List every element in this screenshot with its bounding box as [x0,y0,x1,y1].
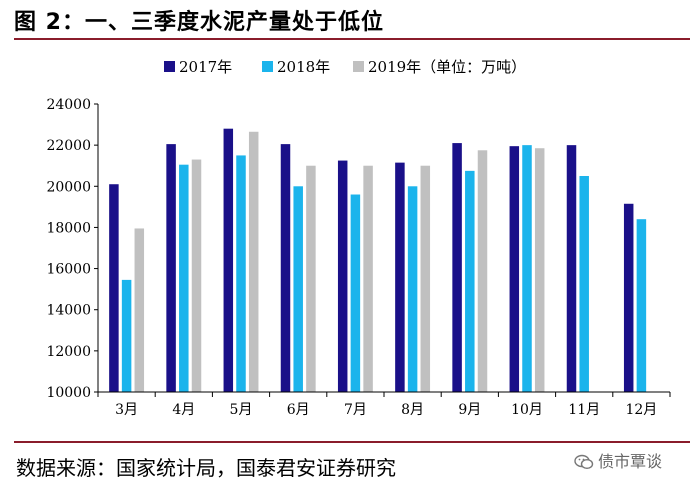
bar-2019年（单位：万吨）-6月 [306,165,316,392]
bar-2019年（单位：万吨）-5月 [248,131,259,392]
bar-2017年-8月 [395,162,405,392]
y-tick-label: 18000 [46,220,91,236]
bar-2017年-10月 [509,146,520,392]
legend-label-2: 2019年（单位：万吨） [368,58,526,76]
legend: 2017年 2018年 2019年（单位：万吨） [164,58,526,76]
legend-swatch-0 [164,61,175,72]
legend-label-0: 2017年 [179,58,232,76]
bar-chart: 2017年 2018年 2019年（单位：万吨） 10000 12000 14000 16… [46,58,671,418]
source-note: 数据来源：国家统计局，国泰君安证券研究 [16,456,396,480]
x-tick-label: 11月 [568,402,600,418]
bars [109,128,647,392]
bar-2017年-3月 [109,184,119,392]
y-tick-label: 20000 [46,179,91,195]
x-tick-label: 7月 [344,402,367,418]
bar-2017年-4月 [166,144,176,392]
bar-2019年（单位：万吨）-9月 [477,150,488,392]
bar-2019年（单位：万吨）-8月 [420,165,431,392]
legend-swatch-2 [353,61,364,72]
bar-2018年-12月 [636,219,647,392]
bar-2017年-5月 [223,128,234,392]
bar-2018年-3月 [121,279,132,392]
y-axis: 10000 12000 14000 16000 18000 20000 22000 24000 [46,97,99,401]
title-rule [14,38,690,40]
bar-2018年-5月 [236,155,246,392]
x-tick-label: 6月 [287,402,310,418]
wechat-icon [574,454,594,470]
watermark: 债市覃谈 [574,448,662,472]
bar-2018年-4月 [179,164,189,392]
x-tick-label: 8月 [401,402,424,418]
bar-2019年（单位：万吨）-7月 [363,165,373,392]
bar-2018年-6月 [293,186,303,392]
x-tick-label: 9月 [458,402,481,418]
title-bar: 图 2：一、三季度水泥产量处于低位 [14,2,690,36]
watermark-text: 债市覃谈 [598,452,663,471]
bar-2019年（单位：万吨）-3月 [134,228,145,392]
bar-2017年-6月 [280,144,291,392]
bar-2017年-9月 [452,143,462,392]
bottom-rule [14,441,690,443]
bar-2018年-7月 [350,194,361,392]
legend-label-1: 2018年 [277,58,330,76]
bar-2018年-9月 [465,170,475,392]
figure-title: 图 2：一、三季度水泥产量处于低位 [14,10,384,35]
bar-2018年-10月 [522,145,532,392]
y-tick-label: 24000 [46,97,91,113]
x-tick-label: 10月 [511,402,543,418]
x-tick-label: 12月 [625,402,657,418]
legend-swatch-1 [262,61,273,72]
bar-2017年-11月 [566,145,577,392]
bar-2017年-7月 [337,160,348,392]
bar-2017年-12月 [623,203,634,392]
y-tick-label: 22000 [46,138,91,154]
x-tick-label: 3月 [115,402,138,418]
y-tick-label: 14000 [46,303,91,319]
bar-2019年（单位：万吨）-4月 [191,159,202,392]
x-axis: 3月 4月 5月 6月 7月 8月 9月 10月 11月 12月 [97,391,671,418]
y-tick-label: 12000 [46,344,91,360]
bar-2019年（单位：万吨）-10月 [534,148,545,392]
bar-2018年-11月 [579,176,589,392]
x-tick-label: 5月 [230,402,253,418]
bar-2018年-8月 [407,186,418,392]
x-tick-label: 4月 [172,402,195,418]
y-tick-label: 16000 [46,262,91,278]
y-tick-label: 10000 [46,385,91,401]
